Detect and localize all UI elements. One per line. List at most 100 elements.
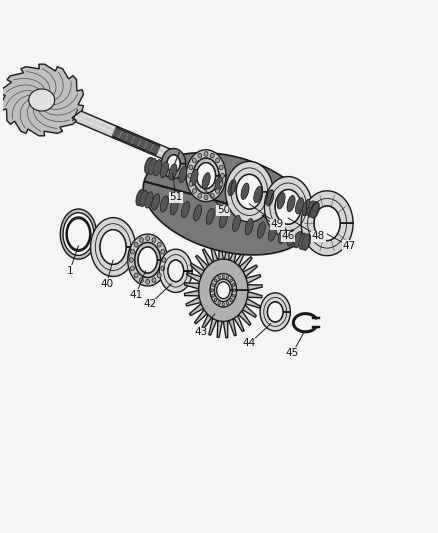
Polygon shape [29, 89, 55, 111]
Ellipse shape [245, 219, 253, 235]
Ellipse shape [211, 289, 213, 292]
Ellipse shape [160, 161, 168, 177]
Ellipse shape [287, 230, 295, 246]
Polygon shape [215, 279, 232, 302]
Polygon shape [159, 249, 192, 293]
Ellipse shape [181, 201, 189, 218]
Ellipse shape [220, 173, 224, 178]
Ellipse shape [215, 176, 223, 192]
Polygon shape [260, 293, 290, 331]
Text: 40: 40 [100, 279, 113, 289]
Polygon shape [60, 209, 97, 259]
Ellipse shape [212, 294, 214, 297]
Ellipse shape [167, 155, 180, 172]
Ellipse shape [302, 234, 310, 250]
Ellipse shape [228, 180, 236, 196]
Ellipse shape [222, 303, 225, 306]
Text: 50: 50 [217, 205, 230, 215]
Ellipse shape [226, 302, 229, 305]
Text: 42: 42 [143, 299, 156, 309]
Ellipse shape [100, 230, 126, 264]
Ellipse shape [307, 201, 315, 217]
Ellipse shape [188, 173, 192, 178]
Ellipse shape [222, 275, 225, 278]
Ellipse shape [299, 233, 307, 249]
Ellipse shape [162, 257, 166, 262]
Ellipse shape [148, 158, 156, 174]
Ellipse shape [218, 276, 220, 279]
Text: 48: 48 [312, 231, 325, 241]
Ellipse shape [219, 212, 227, 228]
Text: 45: 45 [286, 348, 299, 358]
Ellipse shape [277, 193, 285, 209]
Polygon shape [210, 273, 237, 307]
Ellipse shape [134, 273, 138, 278]
Ellipse shape [139, 238, 143, 243]
Ellipse shape [160, 161, 168, 177]
Ellipse shape [266, 190, 274, 206]
Text: 49: 49 [271, 219, 284, 229]
Ellipse shape [279, 228, 286, 244]
Ellipse shape [161, 249, 165, 254]
Ellipse shape [299, 233, 307, 249]
Ellipse shape [140, 190, 148, 207]
Ellipse shape [152, 278, 156, 282]
Ellipse shape [302, 199, 311, 216]
Ellipse shape [296, 198, 304, 214]
Ellipse shape [219, 165, 223, 169]
Ellipse shape [160, 196, 168, 212]
Polygon shape [113, 127, 160, 155]
Ellipse shape [169, 164, 177, 180]
Ellipse shape [268, 225, 276, 241]
Polygon shape [186, 150, 226, 201]
Polygon shape [193, 158, 219, 193]
Polygon shape [199, 259, 248, 321]
Ellipse shape [230, 279, 232, 282]
Ellipse shape [217, 282, 230, 298]
Ellipse shape [198, 193, 202, 198]
Polygon shape [265, 176, 312, 237]
Ellipse shape [254, 187, 262, 203]
Ellipse shape [287, 196, 295, 212]
Ellipse shape [296, 198, 304, 214]
Ellipse shape [145, 158, 153, 174]
Ellipse shape [294, 232, 302, 248]
Ellipse shape [131, 249, 134, 254]
Ellipse shape [189, 182, 193, 187]
Ellipse shape [137, 190, 145, 206]
Ellipse shape [152, 238, 156, 243]
Ellipse shape [241, 183, 249, 199]
Ellipse shape [152, 193, 160, 210]
Polygon shape [226, 161, 273, 222]
Polygon shape [22, 88, 230, 185]
Polygon shape [128, 234, 168, 286]
Ellipse shape [314, 206, 340, 240]
Text: 1: 1 [67, 266, 73, 276]
Ellipse shape [154, 160, 162, 176]
Ellipse shape [197, 163, 215, 189]
Ellipse shape [215, 158, 219, 163]
Text: 46: 46 [282, 231, 295, 241]
Ellipse shape [245, 219, 253, 235]
Ellipse shape [194, 205, 201, 221]
Ellipse shape [268, 302, 283, 322]
Ellipse shape [219, 212, 227, 228]
Ellipse shape [192, 158, 196, 163]
Ellipse shape [202, 173, 210, 189]
Ellipse shape [145, 157, 152, 173]
Ellipse shape [307, 201, 315, 217]
Ellipse shape [214, 298, 217, 302]
Ellipse shape [152, 193, 160, 210]
Ellipse shape [137, 190, 145, 206]
Ellipse shape [230, 298, 232, 302]
Ellipse shape [302, 234, 310, 250]
Ellipse shape [228, 180, 236, 196]
Ellipse shape [303, 234, 311, 251]
Ellipse shape [275, 190, 301, 224]
Ellipse shape [232, 284, 235, 286]
Ellipse shape [136, 189, 144, 206]
Polygon shape [135, 243, 160, 278]
Ellipse shape [202, 173, 210, 189]
Ellipse shape [190, 169, 198, 185]
Ellipse shape [139, 278, 143, 282]
